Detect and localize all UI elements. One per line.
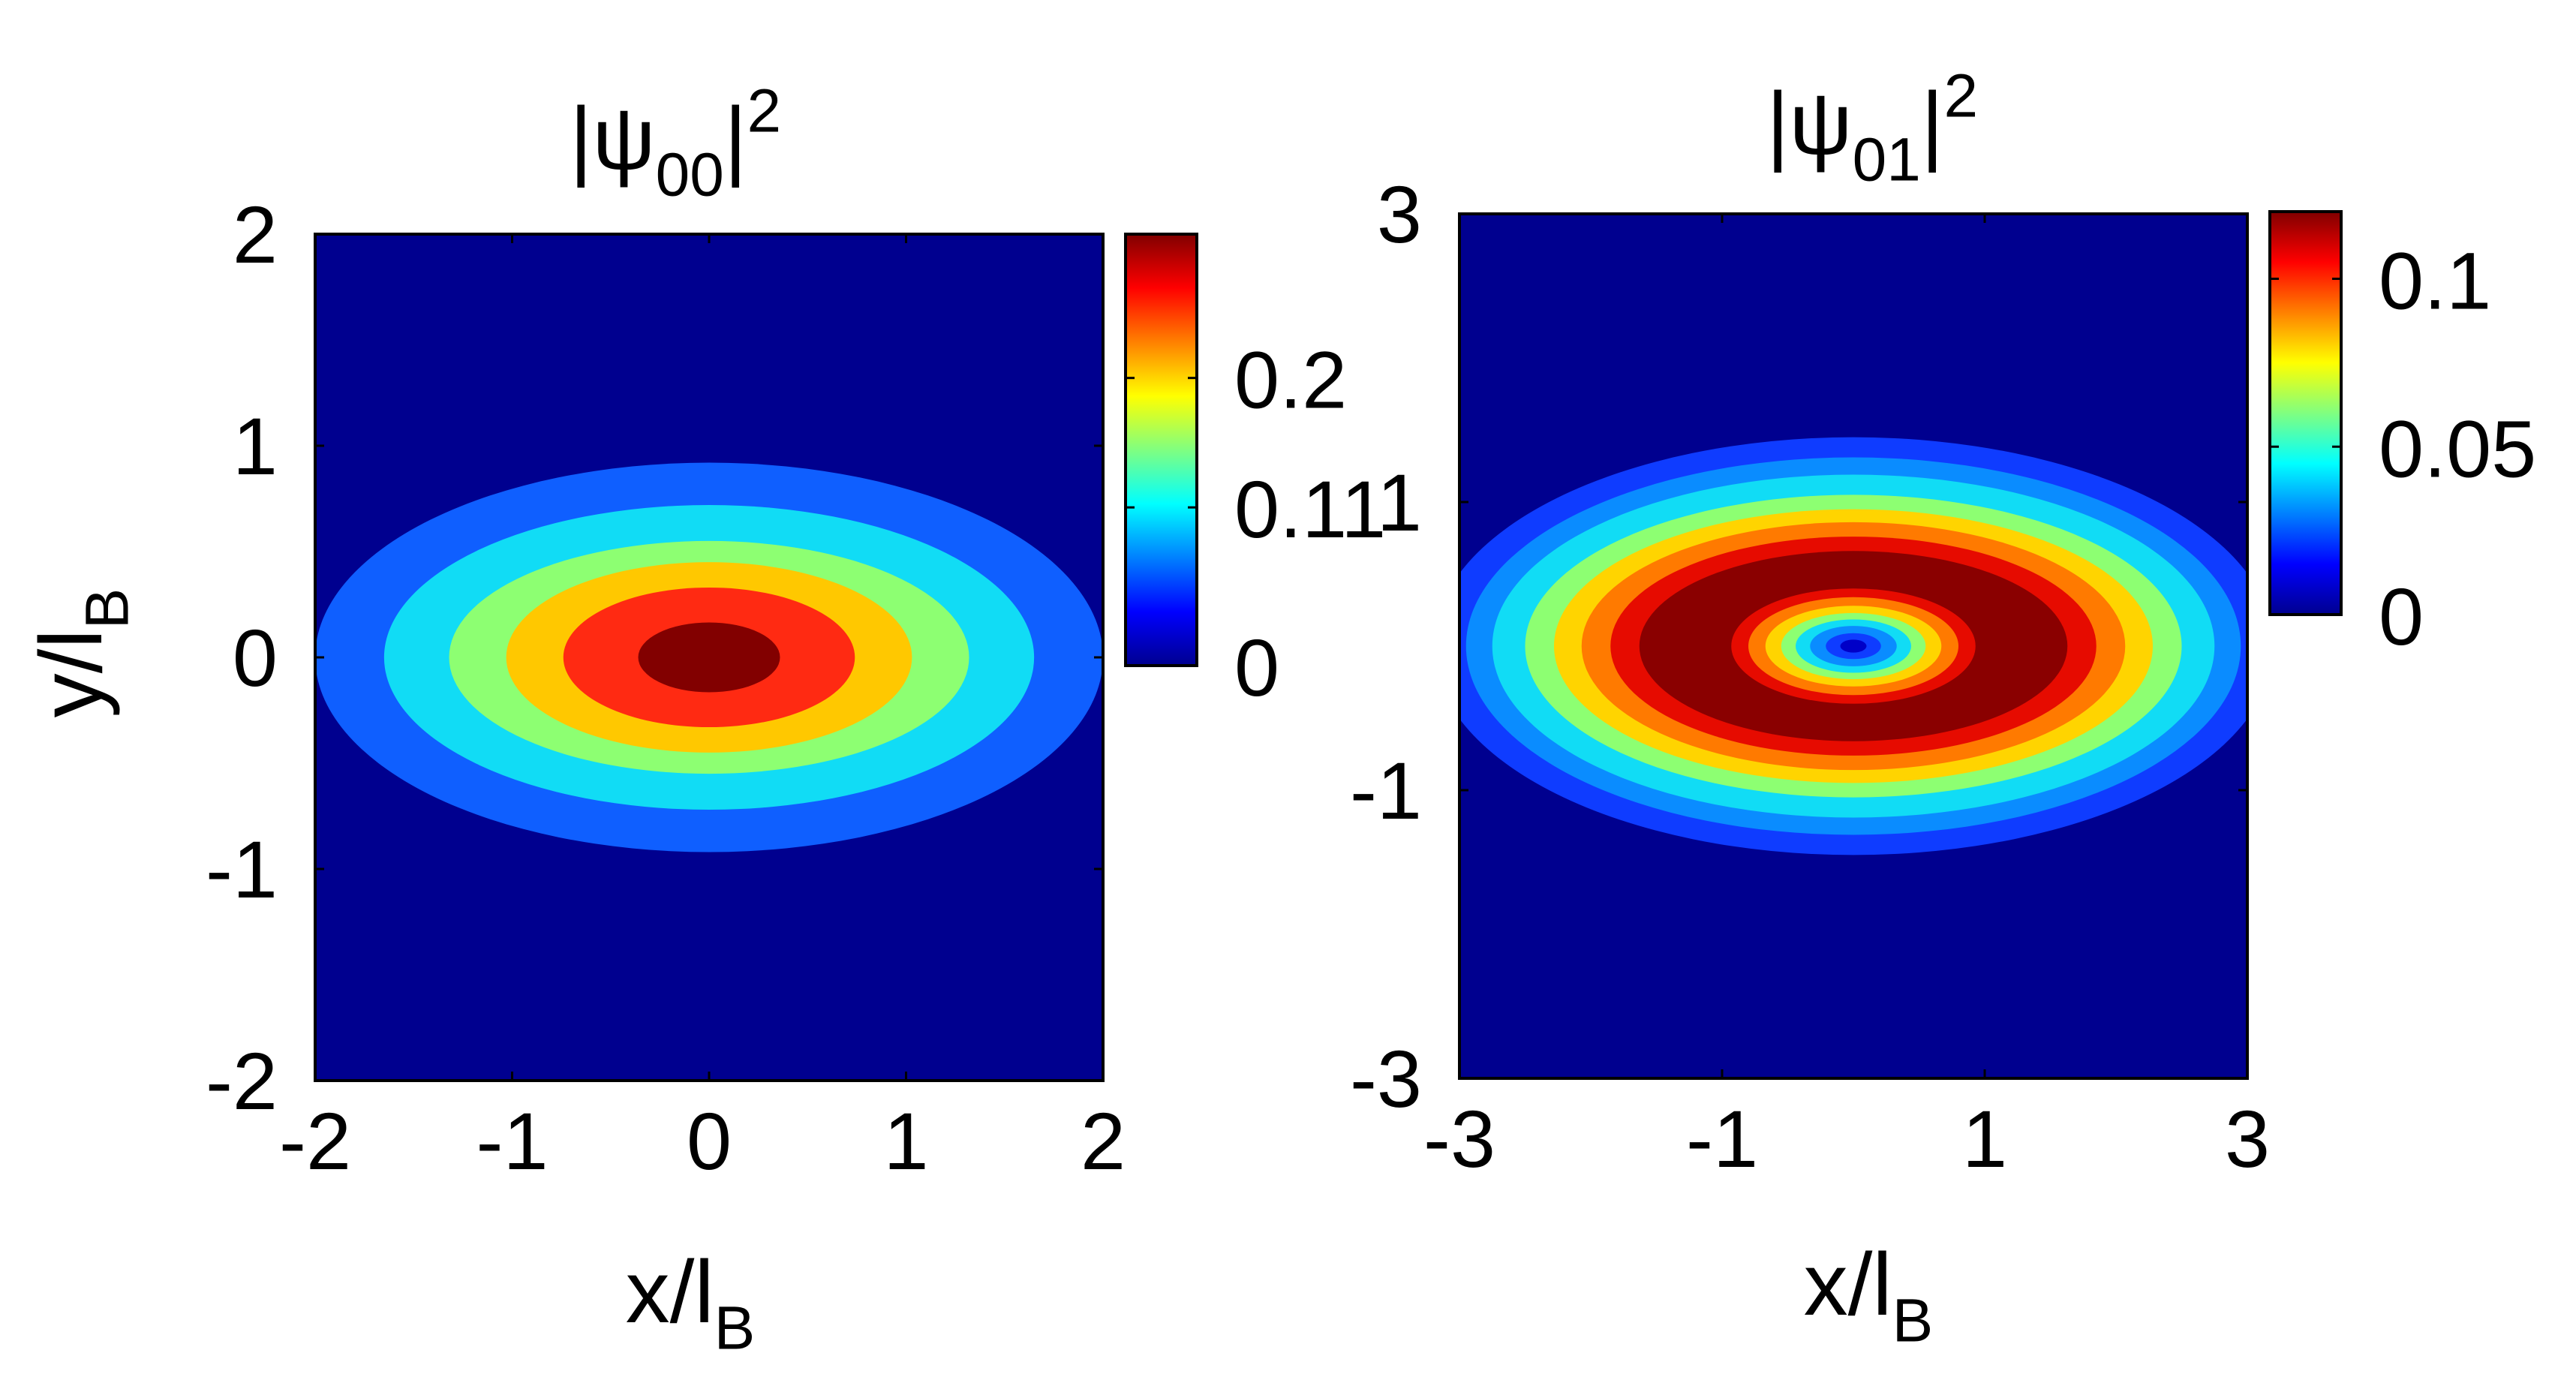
contour-level-16 xyxy=(1840,639,1867,653)
colorbar-tick-label: 0.05 xyxy=(2379,403,2536,494)
x-axis-label: x/lB xyxy=(626,1243,756,1362)
chart-title: |ψ00|2 xyxy=(570,77,781,209)
x-tick-label: -1 xyxy=(476,1096,548,1186)
colorbar-tick-label: 0.1 xyxy=(2379,236,2491,326)
x-tick-label: 1 xyxy=(883,1096,928,1186)
colorbar-tick-label: 0.11 xyxy=(1234,464,1386,555)
colorbar: 0 0.11 0.2 xyxy=(1124,233,1386,713)
colorbar: 0 0.05 0.1 xyxy=(2268,210,2536,662)
contour-levels xyxy=(1459,437,2247,855)
panel-2: -3 -1 1 3 -3 -1 1 3 |ψ01|2 x/lB 0 0.05 0.1 xyxy=(1350,62,2536,1354)
panel-1: -2 -1 0 1 2 -2 -1 0 1 2 |ψ00|2 x/lB y/lB 0 0.11 0.2 xyxy=(22,77,1386,1362)
x-tick-label: 1 xyxy=(1962,1093,2007,1184)
y-tick-label: -2 xyxy=(206,1036,278,1126)
x-tick-label: -1 xyxy=(1686,1093,1758,1184)
y-tick-label: -3 xyxy=(1350,1033,1422,1124)
colorbar-tick-label: 0 xyxy=(2379,571,2424,662)
y-axis-label: y/lB xyxy=(22,588,141,718)
y-tick-label: 1 xyxy=(233,401,278,492)
y-tick-label: -1 xyxy=(206,824,278,915)
colorbar-tick-label: 0.2 xyxy=(1234,335,1347,425)
x-tick-label: -3 xyxy=(1423,1093,1495,1184)
x-tick-label: 3 xyxy=(2225,1093,2270,1184)
chart-title: |ψ01|2 xyxy=(1766,62,1978,194)
colorbar-tick-label: 0 xyxy=(1234,622,1279,713)
colorbar-gradient xyxy=(1124,233,1198,667)
x-tick-label: 2 xyxy=(1081,1096,1126,1186)
plot-frame xyxy=(1458,212,2249,1080)
contour-level-6 xyxy=(638,622,780,693)
x-tick-label: -2 xyxy=(279,1096,351,1186)
contour-levels xyxy=(315,462,1103,852)
y-tick-label: 1 xyxy=(1377,457,1422,548)
y-tick-label: 0 xyxy=(233,612,278,703)
x-tick-label: 0 xyxy=(687,1096,732,1186)
y-tick-label: 3 xyxy=(1377,169,1422,260)
y-tick-label: 2 xyxy=(233,189,278,280)
x-axis-label: x/lB xyxy=(1804,1235,1934,1354)
colorbar-gradient xyxy=(2268,210,2343,616)
y-tick-label: -1 xyxy=(1350,745,1422,836)
